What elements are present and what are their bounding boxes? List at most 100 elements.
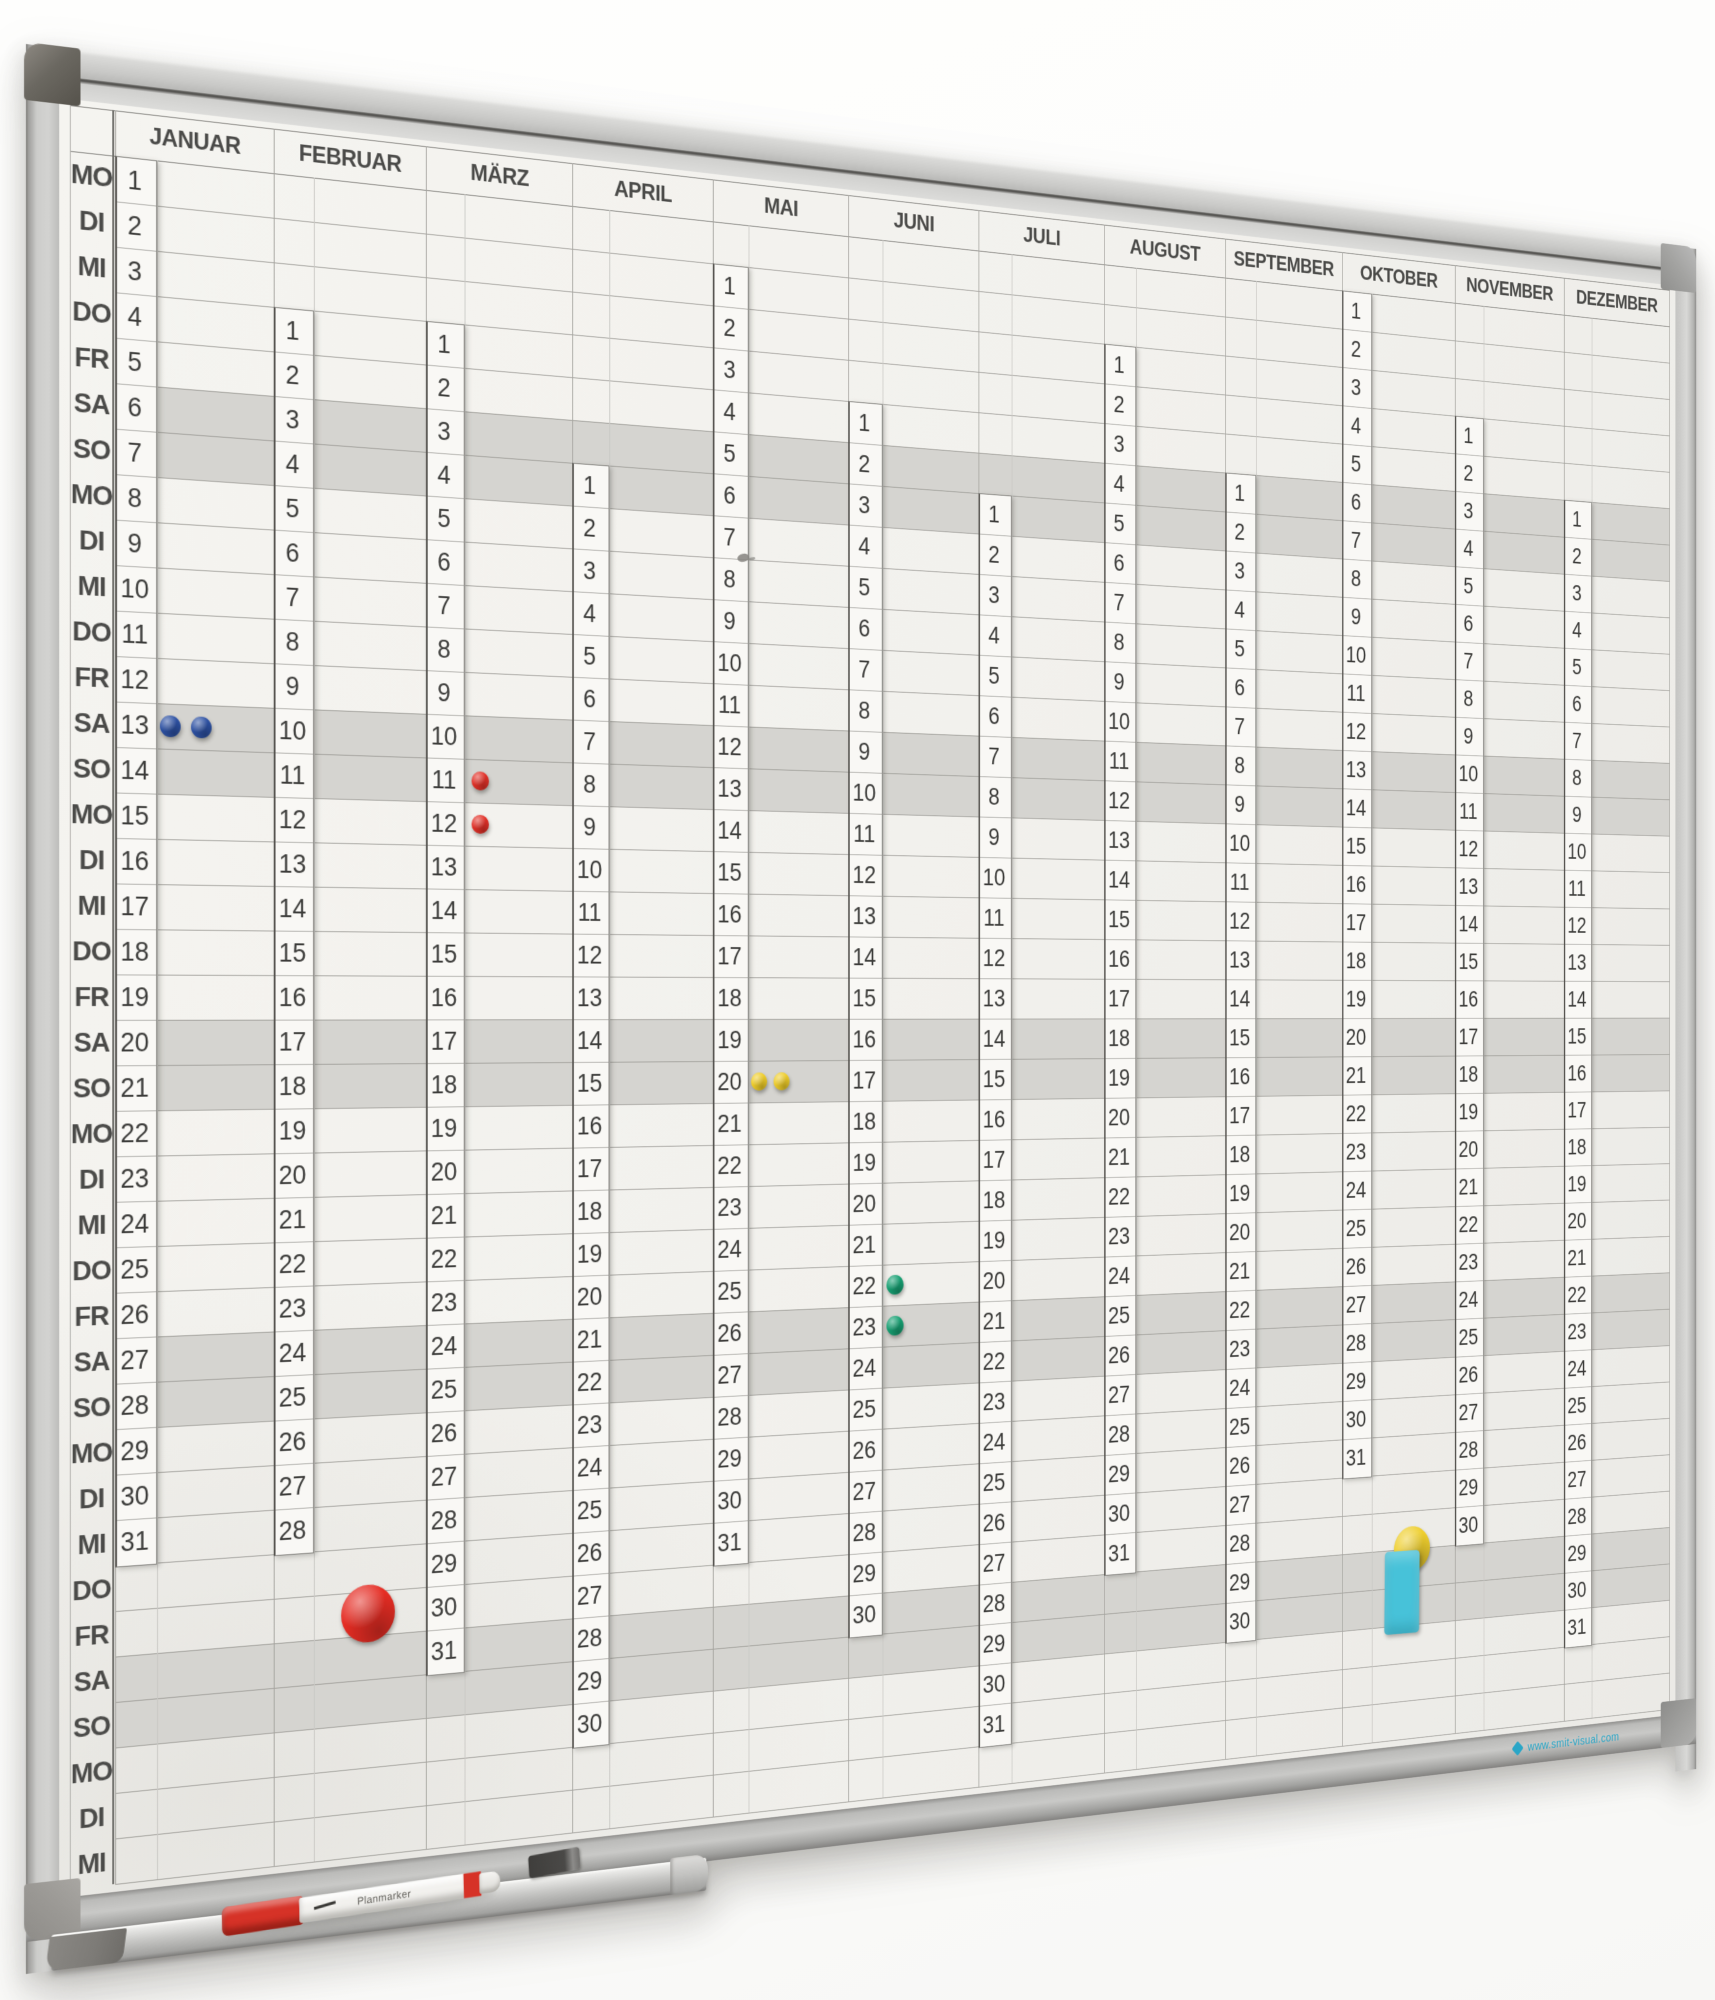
day-cell: 7 <box>980 736 1011 779</box>
day-cell: 4 <box>980 615 1011 658</box>
day-cell: 14 <box>849 937 882 979</box>
magnet-cyan-note[interactable] <box>1384 1550 1420 1636</box>
day-cell: 5 <box>1105 503 1136 546</box>
day-cell: 9 <box>849 731 882 774</box>
day-cell: 5 <box>427 496 464 543</box>
day-cell: 6 <box>1565 685 1592 724</box>
day-cell: 15 <box>1565 1018 1592 1056</box>
corner-cap-top-left <box>24 41 81 107</box>
magnet-yellow-1[interactable] <box>751 1072 768 1091</box>
day-cell: 4 <box>117 293 157 343</box>
grid-row-line <box>115 610 1670 692</box>
day-cell: 4 <box>275 441 314 489</box>
day-cell: 15 <box>275 931 314 977</box>
magnet-green-1[interactable] <box>886 1274 904 1295</box>
day-cell: 3 <box>427 409 464 456</box>
magnet-red-1-sheen <box>471 771 489 791</box>
day-cell: 30 <box>1229 1607 1251 1635</box>
day-cell: 8 <box>275 619 314 666</box>
strip-right-line <box>1371 293 1373 1743</box>
day-cell: 16 <box>1343 865 1372 905</box>
day-cell: 18 <box>573 1190 609 1235</box>
day-cell: 27 <box>980 1542 1011 1586</box>
day-cell: 1 <box>573 463 609 509</box>
day-cell: 8 <box>1565 759 1592 798</box>
magnet-red-1[interactable] <box>471 771 489 791</box>
month-header-august: AUGUST <box>1129 235 1201 267</box>
magnet-green-1-sheen <box>886 1274 904 1295</box>
day-cell: 26 <box>1565 1423 1592 1463</box>
day-cell: 3 <box>980 574 1011 618</box>
day-cell: 28 <box>714 1395 748 1440</box>
day-cell: 14 <box>1456 905 1484 944</box>
planner-board: JANUAR FEBRUAR MÄRZ APRIL MAI JUNI JULI AUGUST S… <box>24 41 1697 1974</box>
day-cell: 6 <box>1105 543 1136 585</box>
day-cell: 3 <box>573 549 609 595</box>
day-label: DI <box>79 1801 105 1835</box>
day-cell: 7 <box>573 720 609 765</box>
day-cell: 2 <box>275 352 314 401</box>
day-cell: 21 <box>1456 1168 1484 1207</box>
day-cell: 16 <box>275 976 314 1021</box>
day-cell: 31 <box>982 1710 1006 1739</box>
magnet-yellow-2[interactable] <box>773 1072 790 1091</box>
day-cell: 16 <box>1456 981 1484 1019</box>
day-cell: 12 <box>1226 902 1256 942</box>
day-cell: 10 <box>1456 755 1484 794</box>
day-cell: 9 <box>1343 597 1372 638</box>
day-cell: 11 <box>275 753 314 799</box>
day-cell: 24 <box>1456 1281 1484 1320</box>
day-cell: 29 <box>1565 1534 1592 1574</box>
day-cell: 16 <box>117 838 157 886</box>
day-cell: 4 <box>1456 529 1484 570</box>
day-cell: 8 <box>714 558 748 603</box>
day-cell: 18 <box>1456 1056 1484 1095</box>
strip-right-line <box>1483 305 1485 1730</box>
day-cell: 25 <box>849 1388 882 1432</box>
day-label: SO <box>73 1072 111 1104</box>
day-cell: 13 <box>714 768 748 812</box>
day-cell: 20 <box>573 1275 609 1320</box>
grid-row-line <box>115 565 1670 655</box>
day-cell: 24 <box>1105 1256 1136 1298</box>
day-cell: 28 <box>1105 1414 1136 1456</box>
month-strip-märz: 1 2 3 4 5 6 7 8 9 10 11 12 13 14 15 16 17 18 19 20 21 22 23 24 2… <box>425 320 465 1677</box>
day-cell: 30 <box>576 1708 603 1740</box>
day-cell: 7 <box>849 649 882 692</box>
day-cell: 16 <box>1105 939 1136 980</box>
day-cell: 16 <box>427 976 464 1021</box>
day-label: FR <box>74 1299 109 1332</box>
day-cell: 24 <box>1343 1171 1372 1211</box>
day-cell: 5 <box>573 635 609 680</box>
day-cell: 30 <box>1458 1512 1479 1539</box>
day-cell: 10 <box>1565 833 1592 872</box>
day-cell: 8 <box>427 627 464 673</box>
day-cell: 15 <box>714 852 748 895</box>
day-cell: 18 <box>1226 1135 1256 1176</box>
day-label: DO <box>72 935 111 967</box>
day-cell: 1 <box>1226 473 1256 515</box>
day-cell: 6 <box>427 540 464 586</box>
day-cell: 19 <box>117 975 157 1021</box>
month-strip-juli: 1 2 3 4 5 6 7 8 9 10 11 12 13 14 15 16 17 18 19 20 21 22 23 24 2… <box>978 493 1012 1749</box>
day-cell: 4 <box>573 592 609 637</box>
day-cell: 27 <box>714 1354 748 1398</box>
day-cell: 27 <box>849 1470 882 1514</box>
magnet-blue-1-sheen <box>159 715 181 738</box>
magnet-blue-1[interactable] <box>159 715 181 738</box>
day-label: MI <box>77 1527 106 1561</box>
day-cell: 2 <box>1343 329 1372 371</box>
day-cell: 27 <box>427 1454 464 1501</box>
day-label: MO <box>70 1436 113 1470</box>
day-cell: 7 <box>1226 707 1256 748</box>
day-cell: 12 <box>1105 781 1136 822</box>
magnet-blue-2[interactable] <box>191 716 212 739</box>
month-col-line <box>1669 289 1670 1710</box>
day-cell: 23 <box>980 1381 1011 1424</box>
magnet-red-2[interactable] <box>471 814 489 834</box>
day-cell: 19 <box>714 1019 748 1062</box>
day-cell: 4 <box>427 452 464 500</box>
day-cell: 11 <box>714 684 748 728</box>
day-cell: 22 <box>427 1237 464 1283</box>
day-cell: 17 <box>980 1140 1011 1182</box>
